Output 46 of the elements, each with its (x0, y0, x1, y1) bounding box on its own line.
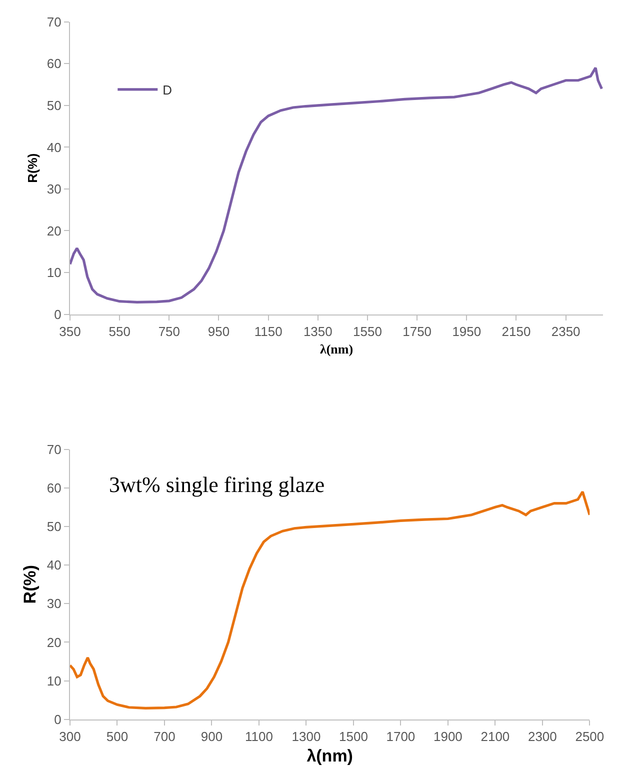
annotation: 3wt% single firing glaze (109, 472, 325, 497)
x-tick-label: 1500 (339, 728, 368, 744)
y-tick-label: 50 (46, 98, 62, 113)
y-tick-label: 10 (46, 265, 62, 280)
y-tick-label: 30 (46, 596, 62, 612)
x-tick-label: 1900 (433, 728, 462, 744)
x-tick-label: 1350 (303, 324, 332, 339)
y-tick-label: 30 (46, 182, 62, 197)
x-tick-label: 500 (106, 728, 128, 744)
y-tick-label: 60 (46, 56, 62, 72)
x-tick-label: 900 (200, 728, 223, 744)
y-tick-label: 70 (46, 442, 62, 457)
x-tick-label: 1150 (254, 324, 282, 339)
y-tick-label: 20 (46, 634, 62, 650)
y-tick-label: 40 (46, 140, 62, 155)
y-tick-label: 60 (46, 480, 62, 496)
y-axis-title: R(%) (20, 564, 40, 604)
x-tick-label: 2150 (502, 324, 531, 339)
line-series (70, 66, 603, 304)
x-tick-label: 550 (108, 324, 130, 339)
x-tick-label: 2300 (528, 728, 557, 744)
x-tick-label: 1100 (244, 728, 273, 744)
x-tick-label: 2500 (575, 728, 604, 744)
x-tick-label: 2100 (480, 728, 510, 744)
x-tick-label: 950 (208, 324, 230, 339)
x-tick-label: 1300 (292, 728, 321, 744)
x-tick-label: 750 (158, 324, 180, 339)
x-tick-label: 700 (154, 728, 176, 744)
y-tick-label: 20 (46, 223, 62, 238)
y-tick-label: 50 (46, 519, 62, 534)
x-tick-label: 1750 (402, 324, 432, 339)
y-tick-label: 40 (46, 558, 62, 573)
y-tick-label: 0 (54, 306, 62, 322)
x-tick-label: 1950 (452, 324, 482, 339)
x-axis-title: λ(nm) (306, 746, 353, 766)
y-tick-label: 0 (54, 712, 62, 727)
x-axis-title: λ(nm) (320, 342, 354, 356)
y-axis-title: R(%) (24, 153, 40, 183)
x-tick-label: 1550 (353, 324, 382, 339)
y-tick-label: 70 (46, 14, 62, 30)
x-tick-label: 350 (59, 324, 81, 339)
x-tick-label: 300 (59, 728, 81, 744)
x-tick-label: 2350 (551, 324, 580, 339)
legend-label: D (162, 82, 172, 98)
x-tick-label: 1700 (386, 728, 416, 744)
y-tick-label: 10 (46, 673, 62, 688)
